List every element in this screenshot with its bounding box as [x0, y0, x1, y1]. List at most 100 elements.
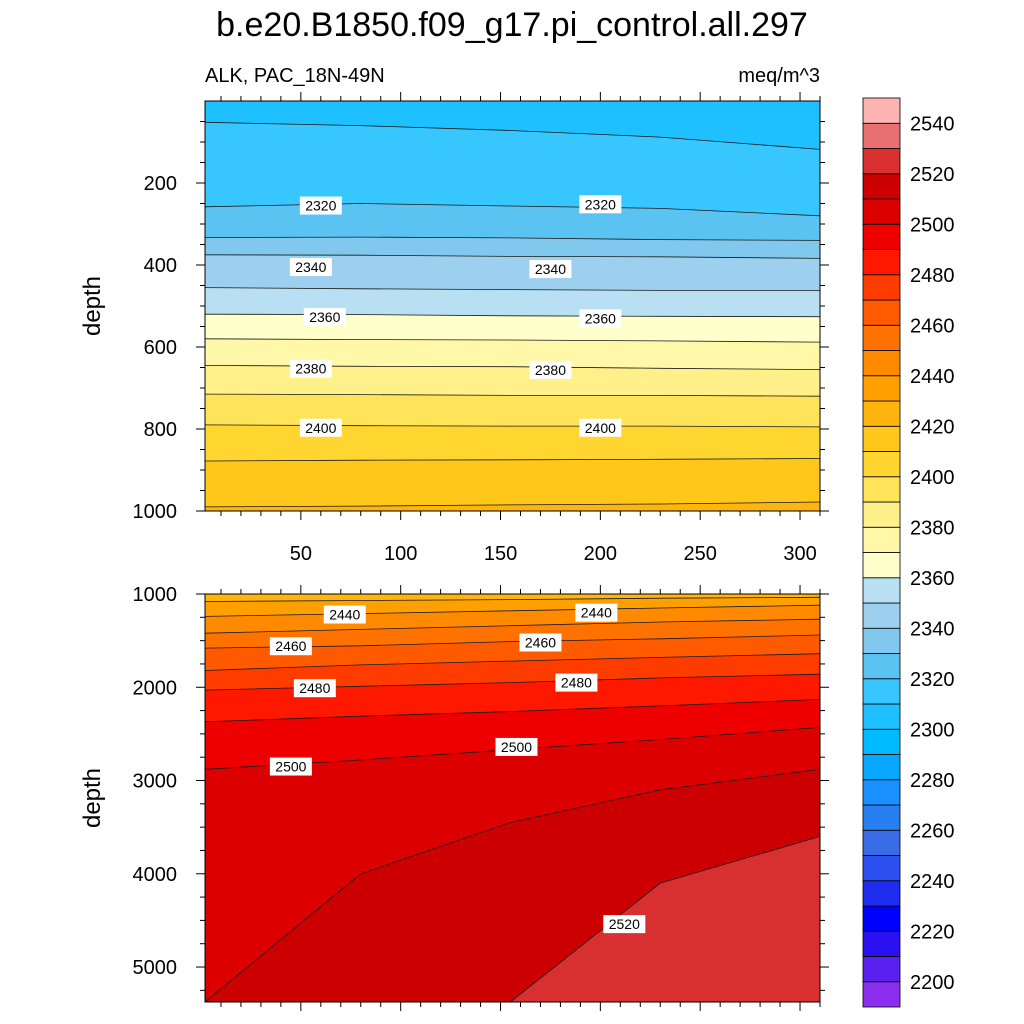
- colorbar-swatch: [862, 653, 901, 680]
- contour-label-2520: 2520: [603, 915, 646, 934]
- x-tick-label: 200: [584, 543, 617, 565]
- contour-label-2440: 2440: [575, 603, 618, 622]
- units-label: meq/m^3: [738, 65, 820, 87]
- contour-label-2380: 2380: [529, 360, 572, 379]
- colorbar-tick-label: 2460: [910, 315, 955, 337]
- colorbar-swatch: [862, 400, 901, 427]
- colorbar-tick-label: 2540: [910, 113, 955, 135]
- colorbar-swatch: [862, 476, 901, 503]
- colorbar-tick-label: 2240: [910, 871, 955, 893]
- colorbar-swatch: [862, 627, 901, 654]
- contour-line-2520: [205, 836, 820, 1002]
- contour-label-2360: 2360: [303, 308, 346, 327]
- colorbar-swatch: [862, 728, 901, 755]
- colorbar-swatch: [862, 97, 901, 124]
- y-tick-label: 4000: [133, 864, 178, 886]
- y-tick-label: 200: [144, 173, 177, 195]
- lower-y-axis-label: depth: [79, 768, 106, 828]
- colorbar-tick-label: 2400: [910, 467, 955, 489]
- contour-label-2320: 2320: [299, 196, 342, 215]
- y-tick-label: 3000: [133, 771, 178, 793]
- band-fill-2410: [205, 458, 820, 511]
- colorbar-tick-label: 2320: [910, 669, 955, 691]
- colorbar-swatch: [862, 274, 901, 301]
- colorbar-swatch: [862, 122, 901, 149]
- x-tick-label: 250: [684, 543, 717, 565]
- colorbar-swatch: [862, 451, 901, 478]
- contour-line-2410: [205, 458, 820, 462]
- contour-label-2320: 2320: [579, 195, 622, 214]
- contour-label-text: 2340: [535, 261, 566, 277]
- y-tick-label: 800: [144, 419, 177, 441]
- y-tick-label: 1000: [133, 584, 178, 606]
- colorbar-swatch: [862, 249, 901, 276]
- colorbar-swatch: [862, 173, 901, 200]
- colorbar-swatch: [862, 930, 901, 957]
- contour-line-2440: [205, 604, 820, 617]
- contour-label-text: 2320: [305, 198, 336, 214]
- variable-label: ALK, PAC_18N-49N: [205, 65, 385, 87]
- y-tick-label: 2000: [133, 677, 178, 699]
- colorbar-swatch: [862, 880, 901, 907]
- contour-label-2380: 2380: [289, 359, 332, 378]
- contour-label-text: 2380: [535, 362, 566, 378]
- colorbar-tick-label: 2280: [910, 770, 955, 792]
- colorbar-swatch: [862, 425, 901, 452]
- contour-label-text: 2320: [585, 196, 616, 212]
- contour-line-2490: [205, 699, 820, 723]
- lower-panel: 2440 2440 2460 2460 2480 2480 2500 2500 2520 1000…: [133, 584, 829, 1011]
- y-tick-label: 600: [144, 337, 177, 359]
- colorbar-swatch: [862, 754, 901, 781]
- colorbar-swatch: [862, 981, 901, 1008]
- plot-frame: [204, 593, 821, 1003]
- contour-label-text: 2440: [329, 607, 360, 623]
- contour-label-2460: 2460: [269, 637, 312, 656]
- colorbar-tick-label: 2200: [910, 972, 955, 994]
- contour-label-text: 2440: [581, 605, 612, 621]
- contour-label-2440: 2440: [323, 605, 366, 624]
- colorbar-swatch: [862, 198, 901, 225]
- colorbar-swatch: [862, 501, 901, 528]
- colorbar-swatch: [862, 148, 901, 175]
- contour-line-2340: [205, 254, 820, 259]
- colorbar-tick-label: 2340: [910, 618, 955, 640]
- colorbar-swatch: [862, 324, 901, 351]
- contour-line-2450: [205, 618, 820, 634]
- figure-title: b.e20.B1850.f09_g17.pi_control.all.297: [216, 6, 808, 44]
- x-tick-label: 50: [290, 543, 312, 565]
- contour-label-2460: 2460: [519, 633, 562, 652]
- y-tick-label: 1000: [133, 501, 178, 523]
- contour-label-text: 2400: [585, 420, 616, 436]
- colorbar-tick-label: 2480: [910, 265, 955, 287]
- colorbar-tick-label: 2260: [910, 820, 955, 842]
- colorbar-tick-label: 2440: [910, 366, 955, 388]
- contour-label-text: 2400: [305, 420, 336, 436]
- x-tick-label: 300: [783, 543, 816, 565]
- band-fill-2520: [205, 836, 820, 1002]
- colorbar-tick-label: 2520: [910, 164, 955, 186]
- contour-line-2390: [205, 393, 820, 397]
- y-tick-label: 400: [144, 255, 177, 277]
- colorbar-swatch: [862, 678, 901, 705]
- contour-label-text: 2500: [501, 739, 532, 755]
- contour-label-text: 2480: [299, 680, 330, 696]
- colorbar-tick-label: 2500: [910, 214, 955, 236]
- contour-label-2500: 2500: [495, 737, 538, 756]
- x-tick-label: 150: [484, 543, 517, 565]
- colorbar: 2200 2220 2240 2260 2280 2300 2320 2340 2360 2380…: [862, 97, 955, 1008]
- contour-line-2370: [205, 338, 820, 343]
- colorbar-swatch: [862, 602, 901, 629]
- contour-label-text: 2360: [309, 309, 340, 325]
- upper-panel: 2320 2320 2340 2340 2360 2360 2380 2380 2400 2400…: [133, 92, 829, 565]
- colorbar-swatch: [862, 905, 901, 932]
- contour-label-2400: 2400: [579, 418, 622, 437]
- contour-line-2470: [205, 653, 820, 671]
- contour-label-text: 2340: [295, 259, 326, 275]
- contour-line-2420: [205, 501, 820, 508]
- colorbar-swatch: [862, 299, 901, 326]
- colorbar-swatch: [862, 375, 901, 402]
- contour-label-2500: 2500: [269, 757, 312, 776]
- contour-label-text: 2460: [525, 634, 556, 650]
- colorbar-tick-label: 2300: [910, 719, 955, 741]
- colorbar-swatch: [862, 855, 901, 882]
